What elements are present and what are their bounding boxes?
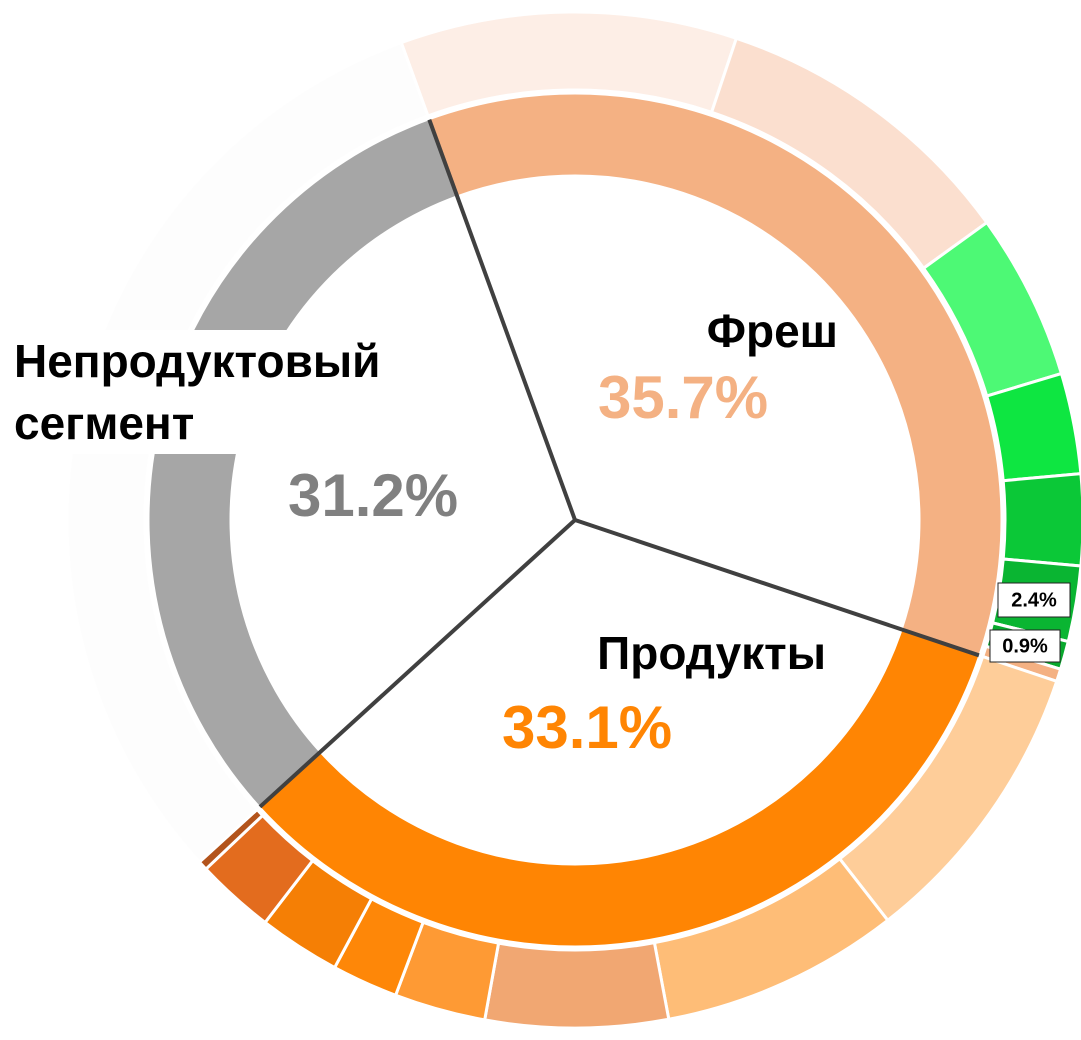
value-label: 31.2% <box>288 462 458 529</box>
label-box <box>989 629 1061 663</box>
inner-segment <box>428 93 1002 656</box>
label-box <box>997 582 1071 618</box>
value-label: 33.1% <box>502 694 672 761</box>
outer-segment <box>482 940 671 1030</box>
divider <box>427 119 577 521</box>
divider <box>258 518 577 809</box>
category-label: Фреш <box>707 305 838 357</box>
value-label: 35.7% <box>598 364 768 431</box>
divider <box>574 518 980 658</box>
inner-segment <box>259 628 980 947</box>
inner-segment <box>148 119 458 808</box>
outer-segment <box>1001 472 1081 568</box>
category-label: Непродуктовый сегмент <box>14 330 448 454</box>
outer-segment <box>65 40 430 865</box>
category-label: Продукты <box>597 627 826 679</box>
segment-label: 2.4% <box>1011 589 1057 611</box>
segment-label: 0.9% <box>1002 635 1048 657</box>
